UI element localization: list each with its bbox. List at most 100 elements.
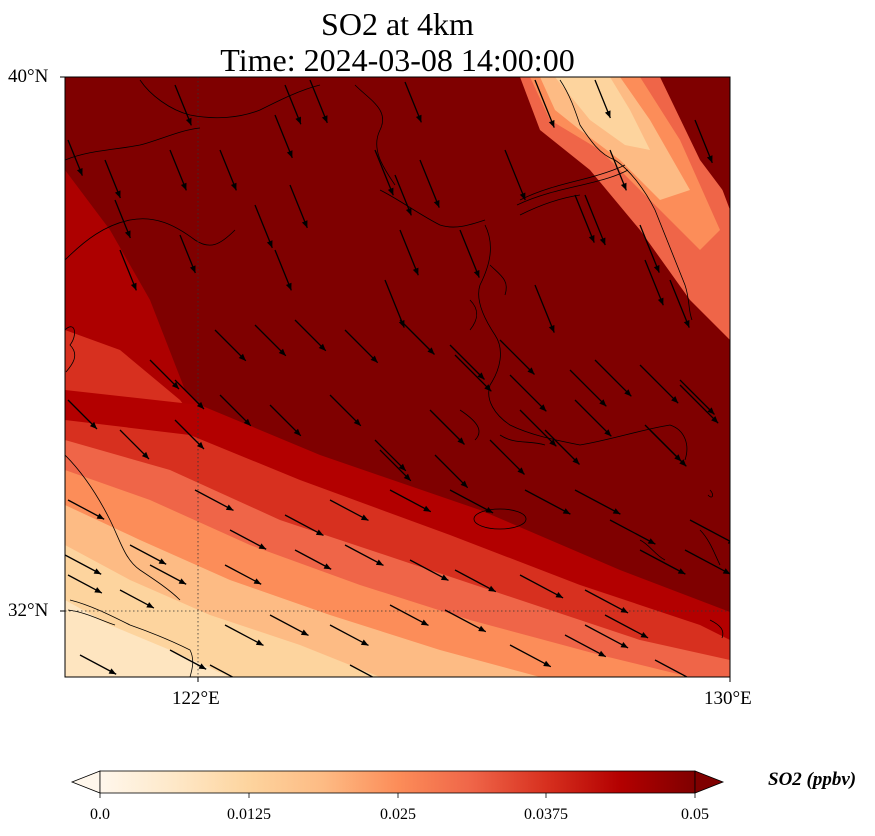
wind-arrow-head	[286, 150, 293, 158]
so2-concentration-field	[65, 77, 730, 677]
wind-arrow	[679, 384, 719, 424]
wind-arrow	[584, 624, 629, 649]
wind-arrow	[379, 449, 412, 482]
wind-arrow	[254, 204, 273, 249]
wind-arrow	[224, 624, 264, 647]
colorbar-extend-max	[694, 770, 725, 794]
wind-arrow-head	[387, 187, 394, 196]
colorbar-gradient	[99, 770, 696, 794]
wind-arrow-head	[178, 578, 187, 585]
wind-arrow-head	[599, 237, 606, 246]
wind-arrow-head	[433, 200, 440, 208]
wind-arrow-head	[370, 355, 378, 363]
wind-arrow-head	[711, 416, 719, 424]
wind-arrow-head	[588, 235, 595, 243]
wind-arrow-head	[379, 678, 387, 684]
wind-arrow	[274, 114, 293, 159]
wind-arrow-head	[657, 297, 664, 306]
wind-arrow-head	[398, 320, 405, 328]
wind-arrow-head	[146, 602, 154, 609]
wind-arrow	[534, 284, 555, 333]
wind-arrow-head	[180, 182, 187, 191]
wind-arrow	[399, 319, 435, 355]
wind-arrow-head	[599, 399, 607, 407]
lat-tick-label-32n: 32°N	[8, 600, 49, 621]
wind-arrow	[639, 549, 686, 575]
wind-arrow-head	[727, 539, 730, 544]
wind-arrow-head	[239, 678, 247, 684]
wind-arrow-head	[93, 568, 102, 575]
wind-arrow	[519, 409, 557, 447]
wind-arrow-head	[196, 441, 204, 449]
wind-arrow-head	[243, 418, 251, 426]
wind-arrow	[509, 374, 547, 412]
wind-arrow	[284, 514, 324, 537]
wind-arrow-head	[707, 407, 715, 415]
wind-arrow-head	[722, 568, 730, 575]
wind-arrow-head	[130, 282, 137, 291]
lat-tick-label-40n: 40°N	[8, 66, 49, 87]
wind-arrow	[454, 354, 492, 392]
wind-arrow-head	[360, 514, 369, 521]
wind-arrow-head	[415, 114, 422, 123]
wind-arrow-head	[185, 117, 192, 126]
wind-arrow-head	[548, 325, 555, 333]
wind-arrow	[449, 489, 494, 514]
wind-arrow	[609, 519, 656, 545]
wind-arrow	[694, 119, 713, 164]
colorbar-tick-label: 0.0125	[227, 806, 271, 823]
wind-arrow	[684, 549, 730, 575]
wind-arrow-head	[321, 115, 328, 123]
wind-arrow-head	[427, 347, 435, 355]
wind-arrow	[419, 159, 440, 208]
wind-arrow	[509, 644, 552, 668]
wind-arrow	[284, 84, 302, 125]
wind-arrow	[429, 409, 465, 445]
wind-arrow	[119, 249, 137, 291]
wind-arrow	[404, 81, 422, 123]
wind-arrow	[169, 149, 187, 191]
wind-arrow	[344, 329, 379, 364]
wind-arrow-head	[405, 207, 412, 216]
wind-arrow	[519, 574, 564, 599]
wind-arrow-head	[238, 353, 246, 361]
wind-arrow	[654, 659, 689, 677]
wind-arrow-head	[620, 606, 629, 613]
wind-arrow-head	[548, 120, 555, 128]
wind-arrow	[274, 249, 292, 291]
wind-arrow-head	[543, 660, 551, 667]
wind-arrow	[584, 589, 629, 614]
wind-arrow	[444, 609, 487, 633]
colorbar-extend-min	[70, 770, 101, 794]
wind-arrow-head	[620, 641, 629, 648]
wind-arrow-head	[108, 668, 117, 675]
wind-arrow-head	[671, 396, 679, 404]
wind-arrow	[449, 344, 485, 380]
wind-arrow	[604, 614, 649, 639]
wind-arrow	[669, 279, 690, 328]
wind-arrow-head	[478, 625, 486, 632]
wind-arrow	[454, 569, 497, 593]
wind-arrow-head	[171, 381, 179, 389]
wind-arrow-head	[640, 631, 649, 638]
wind-arrow	[194, 489, 234, 512]
colorbar-label: SO2 (ppbv)	[768, 769, 857, 790]
wind-arrow	[374, 149, 394, 196]
wind-arrow-head	[440, 574, 449, 581]
wind-arrow	[374, 439, 407, 472]
wind-arrow-head	[683, 320, 690, 328]
colorbar-tick-label: 0.0	[90, 806, 110, 823]
wind-arrow-head	[647, 538, 656, 545]
wind-arrow-head	[473, 270, 480, 278]
colorbar-tick-label: 0.05	[681, 806, 709, 823]
wind-arrow	[504, 149, 526, 201]
wind-arrow-head	[114, 190, 121, 199]
wind-arrow-head	[141, 451, 149, 459]
wind-arrow-head	[300, 629, 309, 636]
wind-arrow	[584, 194, 606, 246]
wind-arrow-head	[76, 167, 83, 176]
wind-arrow-head	[485, 506, 494, 513]
wind-arrow-head	[278, 348, 286, 356]
wind-arrow-head	[460, 480, 468, 488]
